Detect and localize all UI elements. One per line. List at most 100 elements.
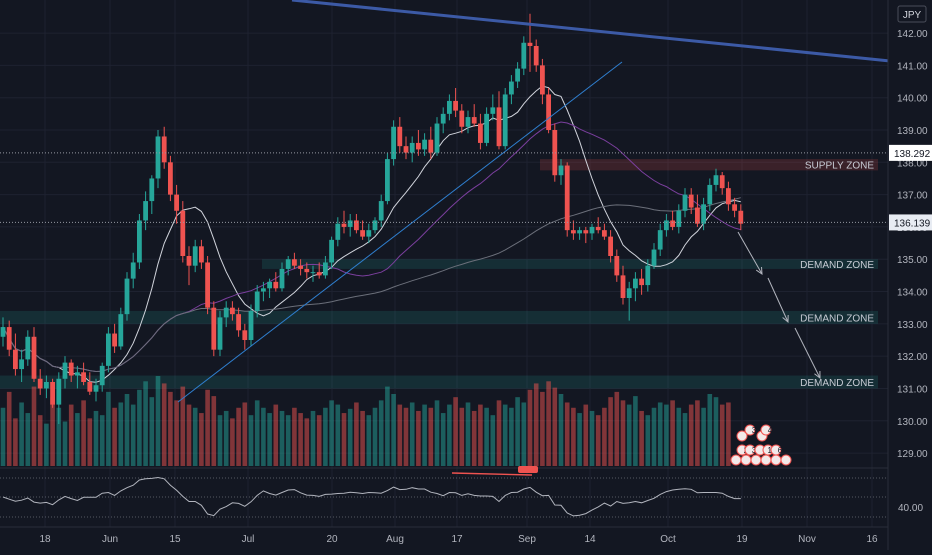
volume-bar bbox=[248, 415, 254, 466]
volume-bar bbox=[50, 397, 55, 466]
candle-body bbox=[205, 262, 210, 308]
support-trendline bbox=[177, 61, 623, 403]
candle-body bbox=[726, 188, 731, 205]
candle-body bbox=[279, 268, 285, 289]
candle-body bbox=[25, 336, 31, 360]
price-tick-label: 131.00 bbox=[897, 384, 928, 395]
volume-bar bbox=[161, 383, 167, 466]
volume-bar bbox=[688, 404, 694, 466]
candle-body bbox=[13, 349, 18, 370]
volume-badge bbox=[744, 424, 756, 436]
candle-body bbox=[44, 382, 49, 389]
candle-body bbox=[626, 288, 632, 298]
candle-body bbox=[93, 385, 99, 392]
volume-bar bbox=[124, 394, 130, 466]
candle-body bbox=[558, 165, 564, 176]
volume-badge-label: 3 bbox=[752, 446, 757, 455]
candle-body bbox=[521, 42, 527, 69]
volume-bar bbox=[137, 389, 142, 466]
price-tick-label: 129.00 bbox=[897, 449, 928, 460]
volume-bar bbox=[93, 410, 99, 466]
volume-bar bbox=[254, 400, 260, 466]
volume-bar bbox=[323, 407, 328, 466]
volume-bar bbox=[682, 413, 688, 466]
volume-bar bbox=[465, 402, 471, 466]
volume-bar bbox=[19, 402, 24, 466]
candle-body bbox=[719, 175, 725, 189]
price-tick-label: 138.00 bbox=[897, 158, 928, 169]
candle-body bbox=[106, 333, 111, 366]
candle-body bbox=[707, 184, 713, 205]
zone-rect bbox=[540, 159, 878, 171]
time-tick-label: Oct bbox=[660, 534, 676, 545]
candle-body bbox=[397, 126, 403, 147]
candle-body bbox=[453, 100, 458, 111]
candle-body bbox=[155, 136, 161, 179]
volume-bar bbox=[422, 404, 427, 466]
currency-box bbox=[897, 5, 927, 23]
candle-body bbox=[422, 139, 427, 150]
candle-body bbox=[254, 291, 260, 311]
candle-body bbox=[496, 107, 502, 147]
candle-body bbox=[391, 126, 396, 160]
candle-body bbox=[112, 333, 117, 347]
candle-body bbox=[459, 110, 465, 127]
candle-body bbox=[124, 278, 130, 315]
candle-body bbox=[589, 226, 595, 234]
volume-bar bbox=[0, 407, 6, 466]
zone-rect bbox=[0, 310, 878, 324]
candle-body bbox=[447, 100, 452, 114]
candle-body bbox=[273, 281, 279, 289]
candle-body bbox=[6, 327, 12, 350]
zone-label: DEMAND ZONE bbox=[800, 313, 874, 324]
time-tick-label: Nov bbox=[798, 534, 816, 545]
candle-body bbox=[546, 94, 551, 130]
volume-bar bbox=[106, 391, 111, 466]
projection-arrowhead bbox=[782, 314, 789, 324]
volume-bar bbox=[75, 413, 80, 466]
volume-bar bbox=[292, 407, 297, 466]
volume-bar bbox=[236, 407, 241, 466]
candle-body bbox=[670, 220, 675, 227]
candle-body bbox=[695, 207, 700, 224]
candle-body bbox=[465, 117, 471, 127]
candle-body bbox=[688, 194, 694, 208]
volume-badge bbox=[760, 424, 772, 436]
candle-body bbox=[267, 281, 272, 289]
candle-body bbox=[81, 372, 86, 382]
candle-body bbox=[657, 230, 663, 250]
volume-bar bbox=[347, 408, 353, 466]
candle-body bbox=[211, 307, 217, 350]
price-tick-label: 134.00 bbox=[897, 288, 928, 299]
price-tick-label: 132.00 bbox=[897, 352, 928, 363]
candle-body bbox=[484, 113, 489, 143]
volume-bar bbox=[285, 415, 291, 466]
candle-body bbox=[602, 230, 607, 237]
candle-body bbox=[360, 230, 365, 237]
volume-bar bbox=[608, 397, 613, 466]
volume-bar bbox=[168, 391, 173, 466]
candle-body bbox=[248, 310, 254, 340]
projection-arrow bbox=[737, 231, 763, 275]
zone-rect bbox=[0, 375, 878, 389]
candle-body bbox=[533, 46, 539, 66]
volume-bar bbox=[571, 407, 576, 466]
volume-bar bbox=[199, 413, 204, 466]
volume-bar bbox=[13, 418, 18, 466]
candle-body bbox=[292, 259, 297, 266]
candle-body bbox=[186, 256, 192, 266]
volume-bar bbox=[304, 418, 310, 466]
volume-bar bbox=[552, 387, 558, 466]
time-tick-label: Jun bbox=[102, 534, 118, 545]
candle-body bbox=[571, 230, 576, 234]
volume-bar bbox=[670, 400, 675, 466]
candle-body bbox=[199, 246, 204, 263]
volume-bar bbox=[409, 402, 415, 466]
volume-bar bbox=[657, 402, 663, 466]
volume-bar bbox=[509, 407, 514, 466]
volume-bar bbox=[81, 400, 86, 466]
candle-body bbox=[236, 314, 241, 331]
osc-value-label: 40.00 bbox=[898, 503, 923, 514]
